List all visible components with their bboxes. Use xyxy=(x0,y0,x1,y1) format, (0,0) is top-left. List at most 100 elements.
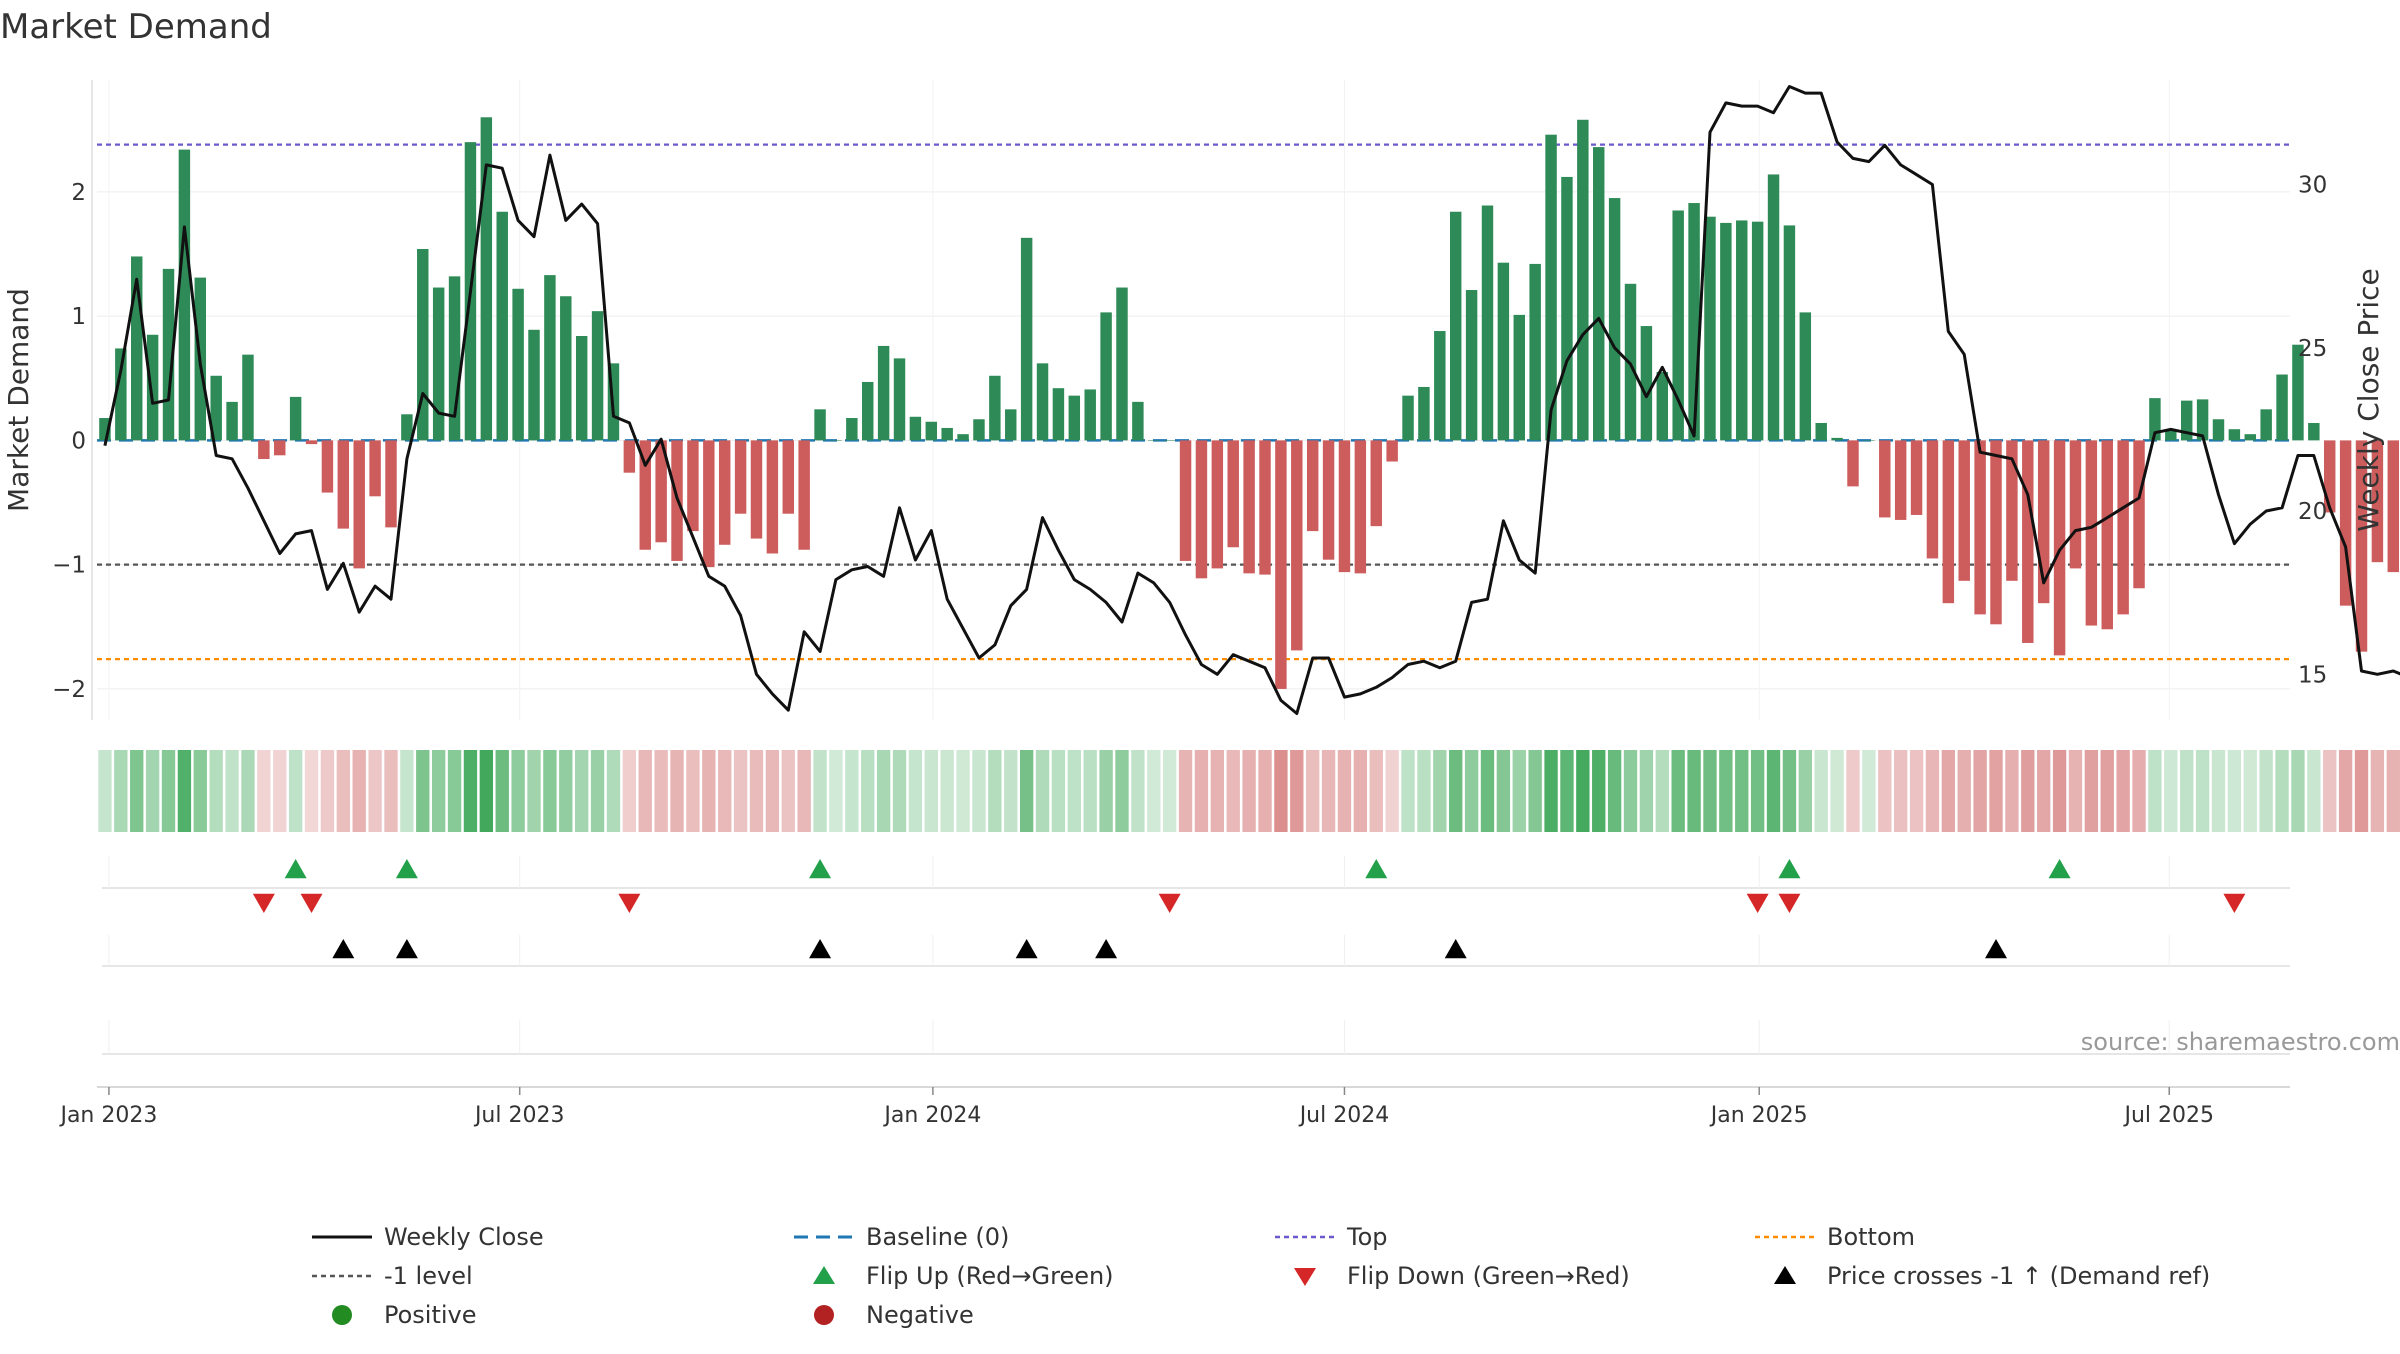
left-tick-label: 1 xyxy=(71,304,86,330)
strength-cell xyxy=(718,750,732,832)
strength-cell xyxy=(495,750,509,832)
demand-bar xyxy=(1513,314,1525,441)
demand-bar xyxy=(2165,429,2177,441)
flip-up-marker xyxy=(1365,859,1388,879)
left-tick-label: −1 xyxy=(52,553,86,579)
demand-bar xyxy=(1815,422,1827,441)
demand-bar xyxy=(2006,440,2018,581)
strength-cell xyxy=(273,750,287,832)
left-tick-label: −2 xyxy=(52,677,86,703)
demand-bar xyxy=(2276,374,2288,441)
demand-bar xyxy=(623,440,636,473)
legend-symbol-dot xyxy=(814,1305,834,1325)
demand-bar xyxy=(1990,440,2002,625)
demand-bar xyxy=(258,440,270,460)
strength-cell xyxy=(1115,750,1129,832)
strength-cell xyxy=(2211,750,2226,832)
strength-cell xyxy=(1782,750,1797,832)
price-cross-marker xyxy=(1444,939,1467,959)
strength-cell xyxy=(2037,750,2051,832)
demand-bar xyxy=(1195,440,1208,579)
strength-cell xyxy=(781,750,795,832)
demand-bar xyxy=(1116,287,1128,441)
price-cross-marker xyxy=(332,939,355,959)
strength-cell xyxy=(416,750,430,832)
demand-bar xyxy=(1068,395,1081,441)
demand-bar xyxy=(750,440,763,539)
demand-bar xyxy=(1926,440,1939,559)
demand-bar xyxy=(417,249,429,441)
demand-bar xyxy=(162,268,175,441)
strength-cell xyxy=(177,750,192,832)
strength-cell xyxy=(1814,750,1828,832)
demand-bar xyxy=(1577,119,1589,441)
strength-cell xyxy=(590,750,605,832)
demand-bar xyxy=(1386,440,1398,462)
demand-bar xyxy=(1402,395,1414,441)
demand-bar xyxy=(2149,398,2161,441)
demand-bar xyxy=(1132,401,1144,441)
demand-bar xyxy=(1529,263,1541,441)
demand-bar xyxy=(1942,440,1955,604)
demand-bar xyxy=(2355,440,2368,652)
demand-bar xyxy=(1863,440,1875,441)
demand-bar xyxy=(1497,262,1510,441)
demand-bar xyxy=(941,427,953,441)
right-tick-label: 15 xyxy=(2298,662,2327,688)
strength-cell xyxy=(1004,750,1018,832)
strength-cell xyxy=(193,750,207,832)
legend-label: Negative xyxy=(866,1301,974,1329)
strength-cell xyxy=(1925,750,1940,832)
demand-bar xyxy=(2339,440,2352,606)
strength-cell xyxy=(1496,750,1511,832)
demand-bar xyxy=(2101,440,2113,630)
demand-bar xyxy=(1736,220,1748,441)
strength-cell xyxy=(447,750,462,832)
strength-cell xyxy=(686,750,700,832)
strength-cell xyxy=(2052,750,2067,832)
strength-cell xyxy=(241,750,255,832)
demand-bar xyxy=(766,440,779,554)
flip-down-marker xyxy=(300,893,323,913)
demand-bar xyxy=(2228,429,2241,441)
legend: Weekly Close Baseline (0) Top Bottom -1 leve… xyxy=(312,1223,2210,1329)
demand-bar xyxy=(560,296,572,441)
strength-cell xyxy=(988,750,1002,832)
flip-down-marker xyxy=(618,893,641,913)
strength-cell xyxy=(479,750,494,832)
strength-cell xyxy=(1846,750,1860,832)
demand-bar xyxy=(401,414,413,441)
demand-bar xyxy=(2085,440,2098,626)
strength-cell xyxy=(352,750,366,832)
strength-cell xyxy=(924,750,938,832)
legend-symbol-triangle-up xyxy=(813,1266,835,1284)
strength-cell xyxy=(1560,750,1574,832)
strength-cell xyxy=(622,750,637,832)
strength-cell xyxy=(797,750,811,832)
legend-label: Top xyxy=(1346,1223,1388,1251)
strength-cell xyxy=(861,750,875,832)
demand-bar xyxy=(639,440,651,550)
strength-cell xyxy=(765,750,780,832)
demand-bar xyxy=(1640,326,1653,441)
demand-bar xyxy=(575,336,588,441)
strength-cell xyxy=(1274,750,1288,832)
demand-bar xyxy=(1005,409,1017,441)
strength-cell xyxy=(2132,750,2146,832)
demand-bar xyxy=(1243,440,1255,574)
demand-bar xyxy=(1720,222,1732,441)
strength-strip xyxy=(98,750,2400,832)
demand-bar xyxy=(830,440,842,441)
demand-bar xyxy=(591,311,604,441)
legend-label: Weekly Close xyxy=(384,1223,544,1251)
flip-down-marker xyxy=(252,893,275,913)
right-tick-label: 25 xyxy=(2298,336,2327,362)
demand-bar xyxy=(528,329,540,441)
strength-cell xyxy=(1369,750,1383,832)
strength-cell xyxy=(2275,750,2289,832)
strength-cell xyxy=(1687,750,1701,832)
price-cross-marker xyxy=(809,939,832,959)
strength-cell xyxy=(257,750,271,832)
left-tick-label: 0 xyxy=(71,428,86,454)
demand-bar xyxy=(877,345,890,441)
